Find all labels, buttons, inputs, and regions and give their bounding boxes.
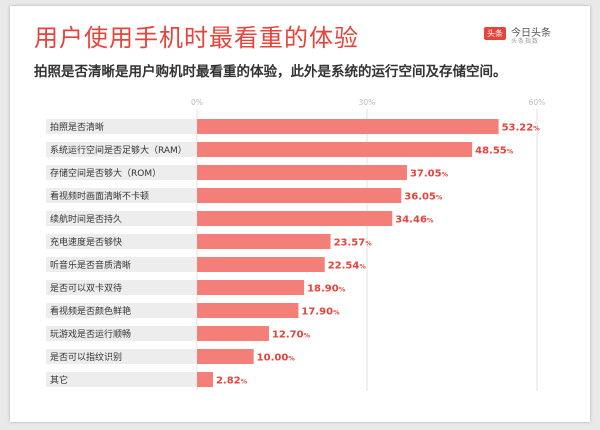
x-tick-label: 60% (529, 98, 546, 107)
category-label: 是否可以双卡双待 (50, 282, 122, 294)
bar (197, 188, 402, 203)
value-label: 37.05% (410, 169, 449, 180)
category-label: 存储空间是否够大（ROM） (50, 167, 161, 179)
value-number: 10.00 (257, 353, 289, 364)
chart-card: 用户使用手机时最看重的体验 拍照是否清晰是用户购机时最看重的体验，此外是系统的运… (10, 6, 590, 422)
value-unit: % (288, 355, 295, 363)
bar (197, 280, 305, 295)
category-label-band (46, 326, 197, 341)
category-label: 系统运行空间是否足够大（RAM） (50, 144, 187, 156)
bar (197, 119, 499, 134)
category-label: 听音乐是否音质清晰 (50, 259, 131, 271)
value-label: 53.22% (502, 123, 541, 134)
value-number: 17.90 (301, 307, 333, 318)
value-unit: % (339, 286, 346, 294)
value-unit: % (436, 194, 443, 202)
bar (197, 165, 407, 180)
bar (197, 142, 473, 157)
value-number: 22.54 (328, 261, 360, 272)
bar (197, 326, 269, 341)
category-label-band (46, 142, 197, 157)
value-label: 12.70% (272, 330, 311, 341)
category-label-band (46, 165, 197, 180)
category-label-band (46, 119, 197, 134)
value-unit: % (304, 332, 311, 340)
value-unit: % (507, 148, 514, 156)
value-label: 36.05% (404, 192, 443, 203)
category-label: 续航时间是否持久 (50, 213, 122, 225)
value-label: 22.54% (328, 261, 367, 272)
category-label: 玩游戏是否运行顺畅 (50, 328, 131, 340)
bar (197, 349, 254, 364)
logo-name: 今日头条 (511, 28, 551, 39)
value-unit: % (427, 217, 434, 225)
value-label: 23.57% (334, 238, 373, 249)
value-number: 2.82 (216, 376, 241, 387)
value-number: 12.70 (272, 330, 304, 341)
value-number: 23.57 (334, 238, 366, 249)
category-label: 其它 (50, 374, 68, 386)
value-unit: % (442, 171, 449, 179)
category-label: 拍照是否清晰 (50, 121, 104, 133)
x-tick-label: 0% (191, 98, 203, 107)
category-label-band (46, 211, 197, 226)
logo-badge: 头条 (484, 27, 506, 40)
value-unit: % (533, 125, 540, 133)
category-label-band (46, 234, 197, 249)
value-number: 36.05 (404, 192, 436, 203)
category-label-band (46, 280, 197, 295)
value-label: 10.00% (257, 353, 296, 364)
bar-chart: 0% 30% 60% 拍照是否清晰 53.22% 系统运行空间是否足够大（RAM） 48.5… (46, 98, 546, 391)
value-unit: % (333, 309, 340, 317)
bar (197, 372, 213, 387)
chart-title: 用户使用手机时最看重的体验 (34, 24, 359, 52)
x-tick-label: 30% (359, 98, 376, 107)
value-number: 53.22 (502, 123, 534, 134)
value-unit: % (241, 378, 248, 386)
category-label-band (46, 372, 197, 387)
toutiao-logo: 头条 今日头条 头条指数 (484, 24, 584, 46)
value-unit: % (359, 263, 366, 271)
category-label-band (46, 188, 197, 203)
value-number: 18.90 (307, 284, 339, 295)
value-number: 48.55 (475, 146, 507, 157)
logo-subtitle: 头条指数 (511, 38, 540, 45)
bar (197, 211, 393, 226)
value-label: 2.82% (216, 376, 248, 387)
bar (197, 234, 331, 249)
bar (197, 303, 299, 318)
value-number: 37.05 (410, 169, 442, 180)
category-label-band (46, 303, 197, 318)
value-label: 34.46% (395, 215, 434, 226)
category-label-band (46, 257, 197, 272)
value-label: 48.55% (475, 146, 514, 157)
value-label: 17.90% (301, 307, 340, 318)
category-label: 是否可以指纹识别 (50, 351, 122, 363)
bar (197, 257, 325, 272)
value-number: 34.46 (395, 215, 427, 226)
category-label: 看视频是否颜色鲜艳 (50, 305, 131, 317)
category-label-band (46, 349, 197, 364)
value-unit: % (365, 240, 372, 248)
category-label: 看视频时画面清晰不卡顿 (50, 190, 149, 202)
chart-subtitle: 拍照是否清晰是用户购机时最看重的体验，此外是系统的运行空间及存储空间。 (34, 64, 507, 80)
value-label: 18.90% (307, 284, 346, 295)
category-label: 充电速度是否够快 (50, 236, 122, 248)
